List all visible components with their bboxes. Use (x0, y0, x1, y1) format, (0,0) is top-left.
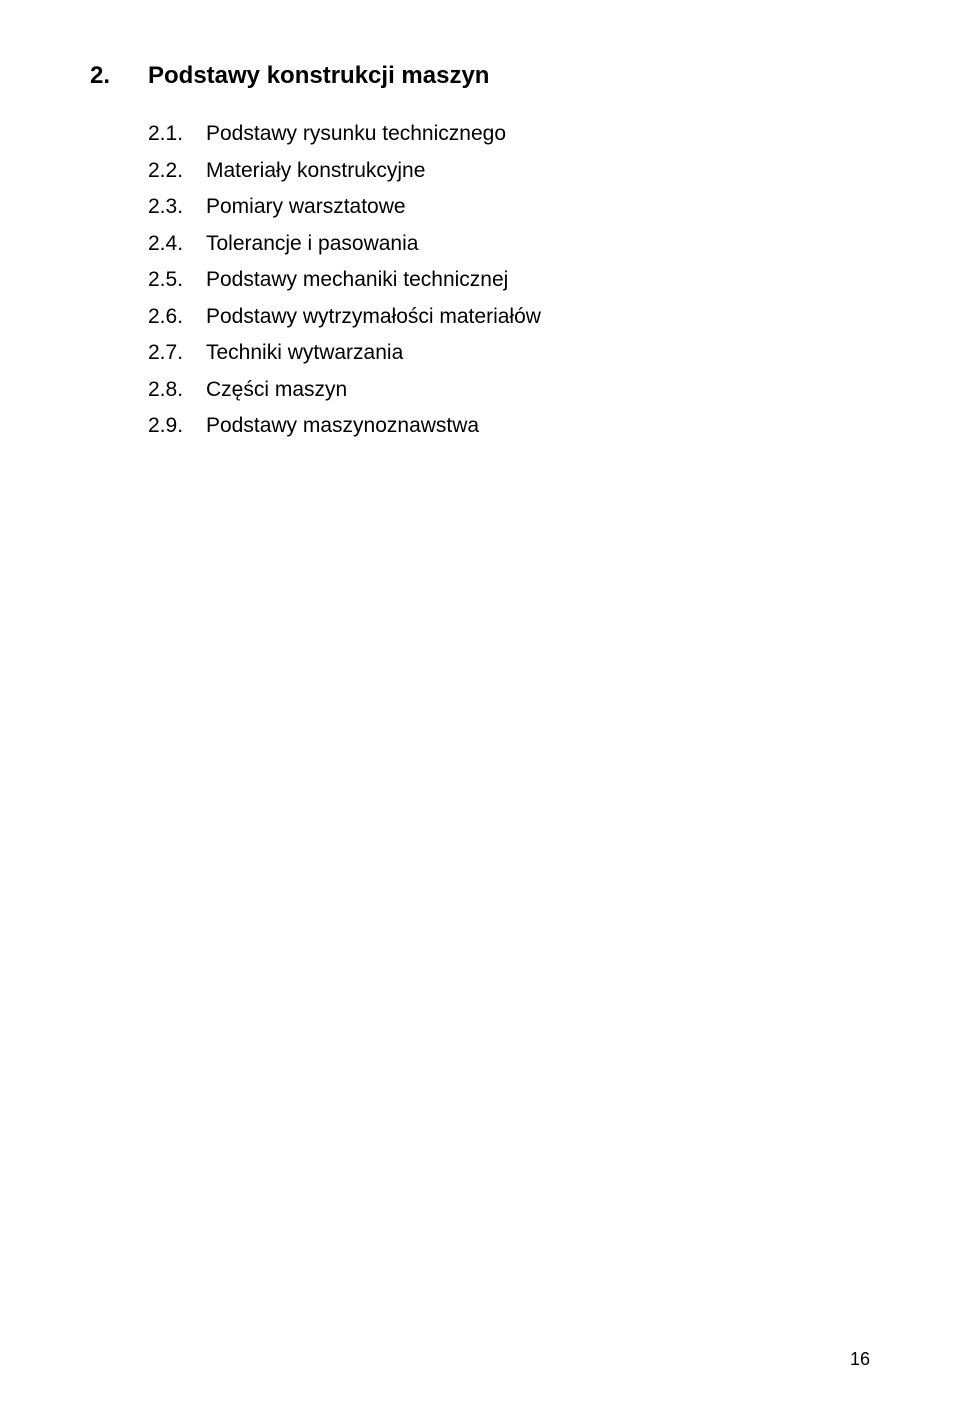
list-item-text: Podstawy wytrzymałości materiałów (206, 301, 541, 334)
list-item-number: 2.7. (148, 337, 206, 370)
list-item: 2.9. Podstawy maszynoznawstwa (148, 410, 870, 443)
list-item-number: 2.5. (148, 264, 206, 297)
list-item: 2.6. Podstawy wytrzymałości materiałów (148, 301, 870, 334)
list-item-text: Materiały konstrukcyjne (206, 155, 425, 188)
list-item-text: Techniki wytwarzania (206, 337, 403, 370)
list-item: 2.1. Podstawy rysunku technicznego (148, 118, 870, 151)
list-item-number: 2.8. (148, 374, 206, 407)
list-item: 2.4. Tolerancje i pasowania (148, 228, 870, 261)
section-heading-number: 2. (90, 62, 148, 90)
list-item: 2.8. Części maszyn (148, 374, 870, 407)
list-item-number: 2.1. (148, 118, 206, 151)
list-item-text: Podstawy rysunku technicznego (206, 118, 506, 151)
list-item-text: Podstawy maszynoznawstwa (206, 410, 479, 443)
list-item-number: 2.3. (148, 191, 206, 224)
page: 2. Podstawy konstrukcji maszyn 2.1. Pods… (0, 0, 960, 1422)
list-item-text: Tolerancje i pasowania (206, 228, 418, 261)
page-number: 16 (850, 1349, 870, 1370)
list-item: 2.7. Techniki wytwarzania (148, 337, 870, 370)
list-item: 2.3. Pomiary warsztatowe (148, 191, 870, 224)
list-item-number: 2.4. (148, 228, 206, 261)
section-heading-title: Podstawy konstrukcji maszyn (148, 62, 489, 90)
list-item: 2.5. Podstawy mechaniki technicznej (148, 264, 870, 297)
section-list: 2.1. Podstawy rysunku technicznego 2.2. … (148, 118, 870, 443)
list-item-text: Części maszyn (206, 374, 347, 407)
list-item-text: Pomiary warsztatowe (206, 191, 406, 224)
list-item: 2.2. Materiały konstrukcyjne (148, 155, 870, 188)
list-item-text: Podstawy mechaniki technicznej (206, 264, 508, 297)
section-heading: 2. Podstawy konstrukcji maszyn (90, 62, 870, 90)
list-item-number: 2.6. (148, 301, 206, 334)
list-item-number: 2.2. (148, 155, 206, 188)
list-item-number: 2.9. (148, 410, 206, 443)
